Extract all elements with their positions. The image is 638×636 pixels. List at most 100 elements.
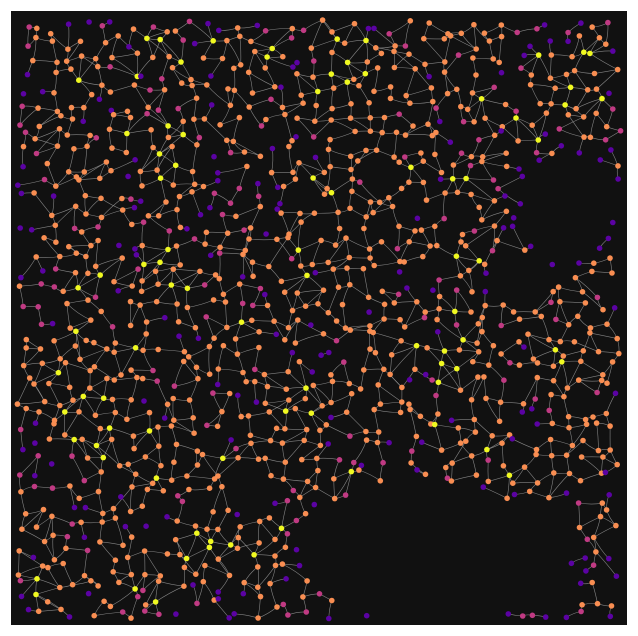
intersection-node[interactable] [168, 282, 175, 288]
intersection-node[interactable] [344, 79, 351, 85]
intersection-node[interactable] [228, 437, 234, 443]
intersection-node[interactable] [237, 62, 244, 68]
intersection-node[interactable] [256, 540, 262, 546]
intersection-node[interactable] [249, 90, 256, 96]
intersection-node[interactable] [30, 57, 36, 64]
intersection-node[interactable] [163, 199, 169, 205]
intersection-node[interactable] [124, 130, 130, 137]
intersection-node[interactable] [351, 76, 357, 83]
intersection-node[interactable] [519, 173, 526, 180]
intersection-node[interactable] [193, 571, 199, 577]
intersection-node[interactable] [328, 189, 335, 196]
intersection-node[interactable] [168, 423, 175, 429]
intersection-node[interactable] [22, 511, 29, 517]
intersection-node[interactable] [249, 317, 255, 324]
intersection-node[interactable] [224, 324, 230, 331]
intersection-node[interactable] [51, 421, 57, 427]
intersection-node[interactable] [302, 510, 309, 517]
intersection-node[interactable] [542, 131, 549, 137]
intersection-node[interactable] [348, 468, 355, 475]
intersection-node[interactable] [593, 86, 600, 92]
intersection-node[interactable] [110, 569, 116, 575]
intersection-node[interactable] [191, 40, 198, 47]
intersection-node[interactable] [131, 445, 137, 452]
intersection-node[interactable] [65, 46, 71, 52]
intersection-node[interactable] [392, 43, 398, 49]
intersection-node[interactable] [549, 261, 556, 268]
intersection-node[interactable] [535, 52, 542, 58]
intersection-node[interactable] [407, 18, 414, 24]
intersection-node[interactable] [130, 26, 137, 32]
intersection-node[interactable] [320, 287, 327, 294]
intersection-node[interactable] [605, 19, 611, 26]
intersection-node[interactable] [99, 82, 105, 88]
intersection-node[interactable] [49, 38, 56, 44]
intersection-node[interactable] [499, 440, 505, 447]
intersection-node[interactable] [491, 84, 498, 91]
intersection-node[interactable] [108, 107, 115, 114]
intersection-node[interactable] [288, 35, 295, 41]
intersection-node[interactable] [529, 406, 535, 412]
intersection-node[interactable] [579, 602, 585, 608]
intersection-node[interactable] [401, 324, 408, 330]
intersection-node[interactable] [38, 281, 44, 287]
intersection-node[interactable] [99, 23, 106, 29]
intersection-node[interactable] [447, 33, 454, 39]
intersection-node[interactable] [219, 483, 225, 490]
intersection-node[interactable] [335, 284, 342, 291]
intersection-node[interactable] [127, 298, 134, 305]
intersection-node[interactable] [606, 555, 612, 562]
intersection-node[interactable] [85, 590, 92, 597]
intersection-node[interactable] [391, 48, 397, 55]
intersection-node[interactable] [175, 493, 181, 499]
intersection-node[interactable] [69, 453, 75, 459]
intersection-node[interactable] [180, 358, 187, 365]
intersection-node[interactable] [367, 346, 373, 352]
intersection-node[interactable] [235, 392, 241, 399]
intersection-node[interactable] [572, 274, 579, 281]
intersection-node[interactable] [608, 147, 614, 153]
intersection-node[interactable] [557, 298, 563, 305]
intersection-node[interactable] [18, 274, 24, 281]
intersection-node[interactable] [289, 349, 296, 356]
intersection-node[interactable] [128, 367, 134, 373]
intersection-node[interactable] [320, 331, 327, 337]
intersection-node[interactable] [534, 421, 540, 427]
intersection-node[interactable] [527, 43, 533, 50]
intersection-node[interactable] [226, 615, 232, 621]
intersection-node[interactable] [617, 128, 624, 134]
intersection-node[interactable] [45, 564, 51, 571]
intersection-node[interactable] [72, 269, 79, 276]
intersection-node[interactable] [227, 149, 234, 156]
intersection-node[interactable] [614, 461, 620, 468]
intersection-node[interactable] [109, 324, 116, 330]
intersection-node[interactable] [406, 401, 412, 408]
intersection-node[interactable] [479, 158, 485, 165]
intersection-node[interactable] [156, 151, 163, 157]
intersection-node[interactable] [590, 414, 596, 420]
intersection-node[interactable] [248, 440, 254, 447]
intersection-node[interactable] [16, 548, 22, 554]
intersection-node[interactable] [404, 285, 410, 291]
intersection-node[interactable] [62, 359, 69, 366]
intersection-node[interactable] [107, 89, 114, 95]
intersection-node[interactable] [304, 272, 310, 279]
intersection-node[interactable] [536, 157, 542, 163]
intersection-node[interactable] [550, 377, 557, 384]
intersection-node[interactable] [516, 166, 522, 172]
intersection-node[interactable] [580, 348, 587, 354]
intersection-node[interactable] [510, 480, 516, 487]
intersection-node[interactable] [91, 612, 97, 619]
intersection-node[interactable] [467, 162, 474, 169]
intersection-node[interactable] [435, 379, 442, 386]
intersection-node[interactable] [441, 215, 448, 222]
intersection-node[interactable] [490, 177, 497, 183]
intersection-node[interactable] [321, 169, 328, 176]
intersection-node[interactable] [474, 340, 480, 346]
intersection-node[interactable] [397, 258, 403, 265]
intersection-node[interactable] [141, 261, 147, 268]
intersection-node[interactable] [91, 339, 97, 346]
intersection-node[interactable] [325, 146, 332, 153]
intersection-node[interactable] [98, 195, 104, 202]
intersection-node[interactable] [408, 164, 414, 171]
